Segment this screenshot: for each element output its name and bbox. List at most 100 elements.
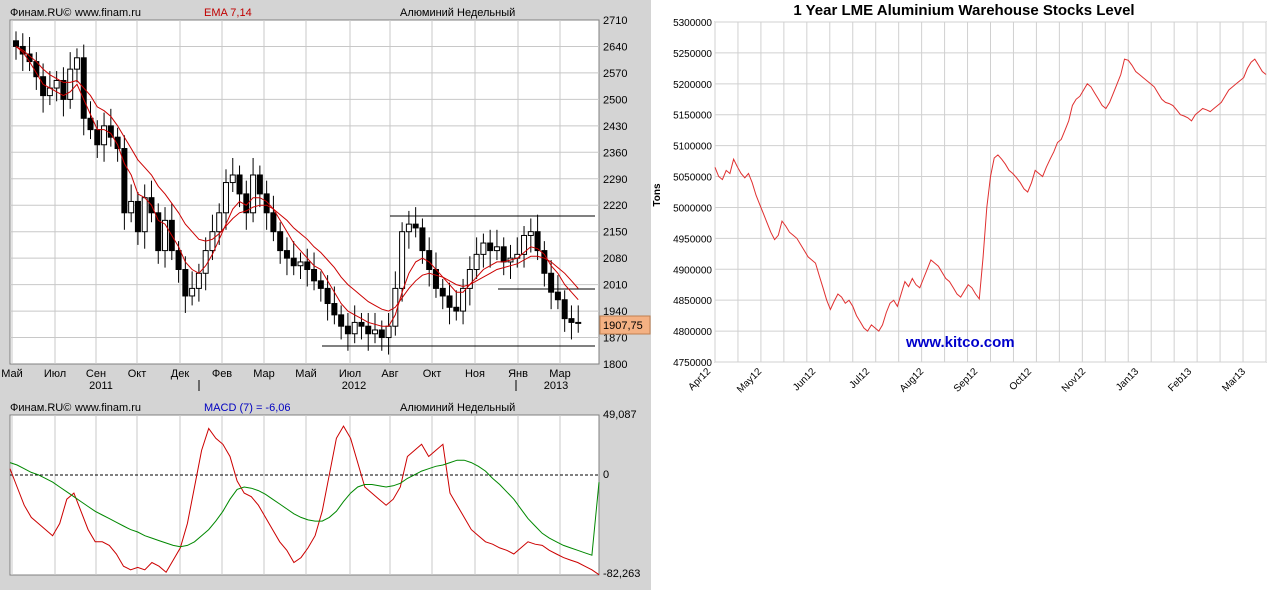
price-x-tick-label: Авг	[381, 368, 398, 380]
price-y-tick-label: 2570	[603, 68, 627, 80]
price-y-tick-label: 2220	[603, 200, 627, 212]
candle-body	[290, 257, 297, 267]
kitco-y-tick-label: 4800000	[673, 327, 712, 338]
kitco-x-axis: Apr12 May12 Jun12 Jul12 Aug12 Sep12 Oct12 Nov12…	[686, 366, 1248, 395]
candle-body	[480, 242, 487, 255]
price-x-tick-label: Дек	[171, 368, 190, 380]
candle-body	[446, 295, 453, 308]
candle-body	[378, 329, 385, 339]
kitco-x-tick-label: May12	[735, 366, 764, 395]
price-x-axis: Май Июл Сен Окт Дек Фев Мар Май Июл Авг Окт Ноя Янв М…	[1, 368, 571, 392]
price-y-axis: 2710 2640 2570 2500 2430 2360 2290 2220 2150 2080…	[603, 15, 627, 371]
macd-grid	[11, 415, 561, 575]
candle-body	[270, 212, 277, 233]
candle-body	[399, 231, 406, 289]
kitco-x-tick-label: Apr12	[686, 366, 713, 393]
kitco-y-tick-label: 4900000	[673, 265, 712, 276]
candle-body	[256, 174, 263, 195]
kitco-x-tick-label: Jun12	[791, 366, 818, 393]
candle-body	[304, 261, 311, 270]
candle-body	[432, 268, 439, 289]
candle-body	[283, 250, 290, 259]
price-y-tick-label: 1870	[603, 333, 627, 345]
candle-body	[40, 76, 47, 97]
candle-body	[229, 174, 236, 184]
candle-body	[87, 117, 94, 131]
candle-body	[189, 287, 196, 297]
macd-instrument-label: Алюминий Недельный	[400, 402, 515, 414]
candle-body	[351, 321, 358, 335]
price-x-tick-label: Май	[1, 368, 23, 380]
price-y-tick-label: 2360	[603, 147, 627, 159]
kitco-y-tick-label: 5200000	[673, 80, 712, 91]
candle-body	[548, 272, 555, 293]
price-url[interactable]: www.finam.ru	[74, 7, 141, 19]
price-x-tick-label: Июл	[44, 368, 66, 380]
candle-body	[561, 299, 568, 320]
kitco-y-tick-label: 4750000	[673, 358, 712, 369]
candle-body	[73, 57, 80, 70]
candle-body	[182, 268, 189, 297]
candle-body	[53, 79, 60, 89]
ema-14-line	[15, 46, 579, 312]
ema-7-line	[15, 46, 579, 327]
kitco-y-tick-label: 5100000	[673, 142, 712, 153]
candle-body	[324, 287, 331, 305]
candle-body	[317, 280, 324, 289]
kitco-y-tick-label: 5250000	[673, 49, 712, 60]
kitco-series	[714, 58, 1267, 332]
support-resistance-lines	[322, 215, 595, 347]
macd-line	[9, 425, 600, 576]
kitco-x-tick-label: Jan13	[1114, 366, 1141, 393]
price-x-tick-label: Сен	[86, 368, 106, 380]
price-x-tick-label: Янв	[508, 368, 528, 380]
candle-body	[216, 212, 223, 233]
price-y-tick-label: 2290	[603, 174, 627, 186]
macd-y-tick-label: 49,087	[603, 409, 637, 421]
candle-body	[162, 219, 169, 252]
candle-body	[554, 291, 561, 301]
signal-line	[9, 459, 600, 556]
price-brand: Финам.RU©	[10, 7, 71, 19]
price-y-tick-label: 2010	[603, 280, 627, 292]
price-plot-area	[9, 19, 600, 365]
price-y-tick-label: 2080	[603, 253, 627, 265]
last-price-tag	[599, 315, 651, 335]
kitco-watermark[interactable]: www.kitco.com	[905, 334, 1015, 351]
macd-url[interactable]: www.finam.ru	[74, 402, 141, 414]
candle-body	[155, 212, 162, 252]
kitco-x-tick-label: Feb13	[1166, 366, 1194, 394]
price-year-label: 2012	[342, 380, 366, 392]
finam-panel: Финам.RU© www.finam.ru EMA 7,14 Алюминий…	[0, 0, 651, 590]
candle-body	[527, 231, 534, 236]
kitco-chart: 1 Year LME Aluminium Warehouse Stocks Le…	[652, 2, 1267, 395]
candle-body	[277, 231, 284, 252]
kitco-grid	[714, 21, 1267, 363]
candle-body	[405, 223, 412, 233]
kitco-x-tick-label: Nov12	[1060, 366, 1089, 395]
macd-lines	[9, 425, 600, 576]
price-year-label: 2011	[89, 380, 113, 392]
price-x-tick-label: Ноя	[465, 368, 485, 380]
price-y-tick-label: 2430	[603, 121, 627, 133]
kitco-x-tick-label: Oct12	[1007, 366, 1034, 393]
price-x-tick-label: Мар	[253, 368, 275, 380]
price-x-tick-label: Мар	[549, 368, 571, 380]
candle-body	[121, 148, 128, 214]
candle-body	[263, 193, 270, 214]
candle-body	[13, 40, 19, 47]
candle-body	[195, 272, 202, 289]
candle-body	[297, 261, 304, 267]
candle-body	[412, 223, 419, 229]
candle-body	[250, 174, 257, 214]
price-y-tick-label: 1800	[603, 359, 627, 371]
candle-body	[209, 231, 216, 252]
price-y-tick-label: 2150	[603, 227, 627, 239]
candle-body	[460, 287, 467, 312]
price-x-tick-label: Май	[295, 368, 317, 380]
kitco-y-tick-label: 5150000	[673, 111, 712, 122]
macd-plot-area	[9, 414, 600, 576]
price-y-tick-label: 2710	[603, 15, 627, 27]
kitco-x-tick-label: Jul12	[847, 366, 872, 391]
candle-body	[419, 227, 426, 252]
